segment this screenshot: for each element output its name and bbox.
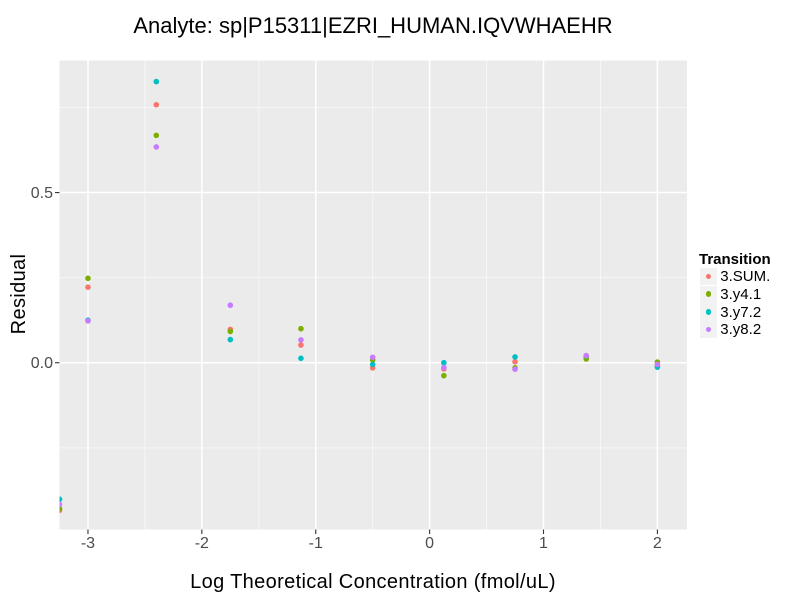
legend-label-3.y8.2: 3.y8.2: [720, 321, 762, 339]
data-point-3.y7.2: [298, 355, 304, 362]
data-point-3.y8.2: [583, 352, 590, 359]
data-point-3.SUM.: [512, 358, 518, 365]
legend-dot-icon: [705, 309, 712, 315]
x-tick-label-1: 1: [539, 534, 548, 552]
legend-dot-icon: [705, 326, 712, 333]
legend-dot-icon: [705, 291, 712, 298]
x-tick-label-2: 2: [652, 534, 662, 552]
x-tick-label--3: -3: [80, 534, 96, 552]
panel-background: [59, 60, 687, 530]
x-axis-title: Log Theoretical Concentration (fmol/uL): [190, 571, 556, 593]
legend-label-3.SUM.: 3.SUM.: [720, 268, 771, 286]
legend-key-3.y8.2: [700, 321, 718, 339]
data-point-3.y4.1: [441, 372, 447, 379]
data-point-3.y4.1: [298, 325, 304, 332]
data-point-3.y7.2: [512, 354, 518, 360]
data-point-3.SUM.: [153, 101, 160, 108]
data-point-3.y7.2: [227, 336, 234, 343]
legend-key-3.SUM.: [700, 267, 718, 286]
data-point-3.SUM.: [85, 284, 91, 290]
data-point-3.y4.1: [227, 328, 234, 335]
data-point-3.y7.2: [441, 359, 447, 366]
x-tick-label--2: -2: [194, 534, 209, 552]
data-point-3.SUM.: [298, 342, 304, 348]
data-point-3.y8.2: [59, 501, 63, 508]
data-point-3.y8.2: [85, 318, 91, 324]
legend-label-3.y7.2: 3.y7.2: [720, 303, 762, 321]
data-point-3.y7.2: [369, 361, 376, 368]
legend-label-3.y4.1: 3.y4.1: [720, 285, 762, 303]
data-point-3.y8.2: [227, 302, 234, 309]
y-tick-label-0.0: 0.0: [30, 354, 53, 372]
data-point-3.y4.1: [59, 505, 63, 512]
x-tick-label--1: -1: [308, 534, 323, 552]
y-axis-title: Residual: [8, 253, 30, 335]
legend-title: Transition: [699, 250, 771, 268]
data-point-3.y8.2: [512, 366, 518, 372]
x-tick-label-0: 0: [425, 534, 435, 552]
legend-dot-icon: [705, 273, 712, 280]
legend-key-3.y7.2: [700, 303, 718, 321]
data-point-3.y8.2: [298, 337, 304, 343]
data-point-3.y7.2: [59, 496, 63, 503]
plot-title: Analyte: sp|P15311|EZRI_HUMAN.IQVWHAEHR: [133, 13, 613, 38]
data-point-3.y8.2: [153, 144, 160, 150]
legend-key-3.y4.1: [700, 285, 718, 303]
data-point-3.y4.1: [153, 132, 160, 139]
data-point-3.y7.2: [153, 78, 160, 85]
data-point-3.y8.2: [654, 361, 661, 368]
data-point-3.y4.1: [85, 275, 91, 282]
data-point-3.y8.2: [369, 354, 376, 361]
data-point-3.y8.2: [441, 364, 447, 371]
points-layer: [59, 78, 661, 514]
y-tick-label-0.5: 0.5: [30, 184, 53, 202]
